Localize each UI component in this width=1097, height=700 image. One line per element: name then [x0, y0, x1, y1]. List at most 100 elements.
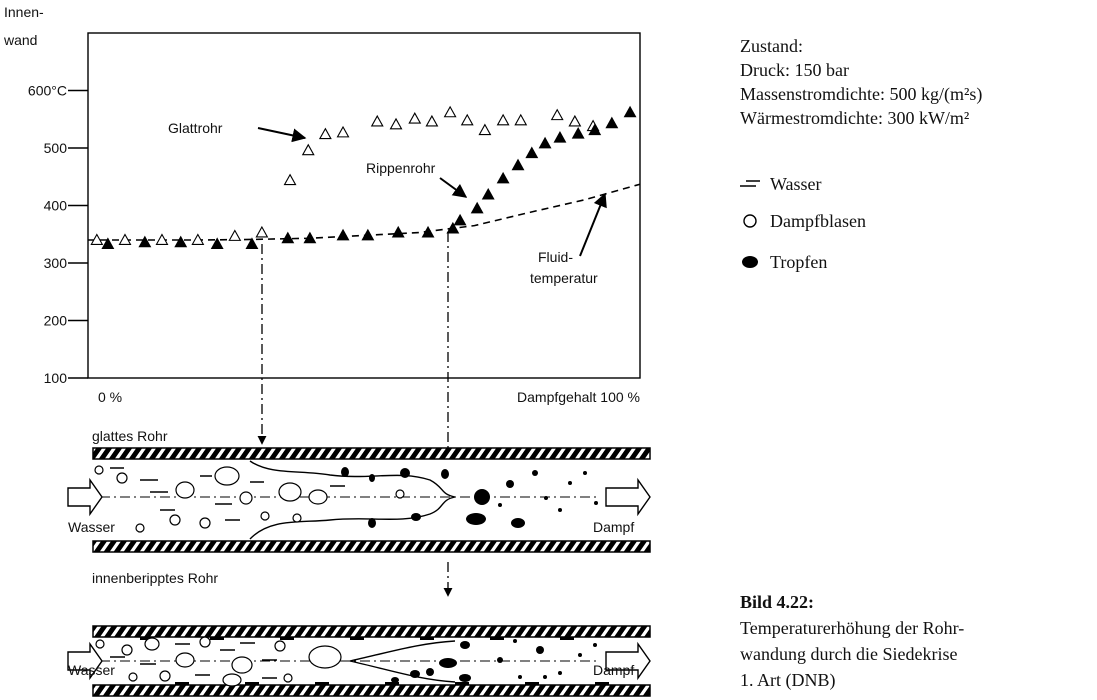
phase-boundary [249, 460, 456, 540]
open-triangle [191, 233, 205, 245]
filled-triangle [303, 231, 317, 244]
filled-triangle [588, 123, 602, 136]
tube-wall [92, 540, 651, 553]
caption-text: 1. Art (DNB) [740, 670, 836, 691]
open-triangle [425, 114, 439, 127]
open-triangle [336, 125, 350, 138]
filled-triangle [210, 237, 224, 249]
y-axis-label: Innen- [4, 4, 44, 20]
inlet-label: Wasser [68, 519, 115, 535]
water-dashes [110, 642, 277, 679]
annotation: temperatur [530, 270, 598, 286]
fluid-temperature-line [88, 183, 641, 241]
open-triangle [228, 229, 242, 241]
tube-label: innenberipptes Rohr [92, 570, 218, 586]
filled-triangle [496, 171, 510, 184]
ribs [140, 637, 609, 685]
legend-label: Dampfblasen [770, 211, 866, 231]
filled-triangle [525, 146, 539, 159]
tube-wall [92, 684, 651, 697]
filled-triangle [605, 116, 619, 129]
legend-label: Tropfen [770, 252, 827, 272]
x-tick-label: 0 % [98, 389, 122, 405]
legend-label: Wasser [770, 174, 822, 194]
y-tick-label: 600°C [28, 83, 67, 99]
filled-triangle [138, 235, 152, 248]
caption-label: Bild 4.22: [740, 592, 814, 612]
flow-arrow [67, 477, 103, 517]
filled-triangle [511, 158, 525, 171]
phase-boundary [349, 640, 456, 683]
droplets [341, 467, 598, 528]
open-triangle [408, 112, 422, 124]
annotation-arrow [579, 192, 607, 257]
open-triangle [568, 114, 582, 127]
annotation: Fluid- [538, 249, 573, 265]
caption-text: Temperaturerhöhung der Rohr- [740, 618, 964, 638]
filled-triangle [361, 228, 375, 241]
open-triangle [155, 233, 169, 245]
open-triangle [283, 173, 297, 186]
condition: Druck: 150 bar [740, 60, 849, 80]
inlet-label: Wasser [68, 662, 115, 678]
filled-triangle [538, 136, 552, 149]
flow-arrow [67, 641, 103, 681]
tube-wall [92, 447, 651, 460]
open-triangle [496, 113, 510, 126]
legend-icon [742, 256, 758, 268]
filled-triangle [553, 131, 567, 143]
filled-triangle [421, 225, 435, 238]
filled-triangle [470, 201, 484, 214]
open-triangle [370, 114, 384, 127]
condition: Massenstromdichte: 500 kg/(m²s) [740, 84, 982, 105]
tube-wall [92, 625, 651, 638]
caption-text: wandung durch die Siedekrise [740, 644, 957, 664]
y-axis-label: wand [3, 32, 37, 48]
annotation-arrow [257, 127, 307, 143]
y-tick-label: 400 [44, 198, 68, 214]
open-triangle [514, 113, 528, 126]
droplets [391, 639, 597, 683]
legend-icon [743, 214, 757, 228]
filled-triangle [336, 228, 350, 241]
open-triangle [318, 127, 332, 140]
flow-arrow [605, 477, 651, 517]
annotation: Glattrohr [168, 120, 223, 136]
outlet-label: Dampf [593, 519, 634, 535]
y-tick-label: 300 [44, 255, 68, 271]
water-dashes [110, 467, 345, 521]
open-triangle [478, 123, 492, 136]
bubbles [94, 465, 405, 533]
legend: Wasser Dampfblasen Tropfen [740, 174, 866, 272]
open-triangle [118, 233, 132, 245]
x-tick-label: Dampfgehalt 100 % [517, 389, 640, 405]
bubbles [95, 636, 342, 687]
filled-triangle [174, 235, 188, 248]
condition: Wärmestromdichte: 300 kW/m² [740, 108, 969, 128]
flow-arrow [605, 641, 651, 681]
outlet-label: Dampf [593, 662, 634, 678]
filled-triangle [101, 237, 115, 249]
filled-triangle [245, 237, 259, 249]
conditions-title: Zustand: [740, 36, 803, 56]
filled-triangle [281, 231, 295, 244]
open-triangle [255, 225, 269, 238]
open-triangle [443, 105, 457, 118]
open-triangle [389, 117, 403, 130]
annotation: Rippenrohr [366, 160, 436, 176]
filled-triangle [571, 126, 585, 139]
tube-label: glattes Rohr [92, 428, 168, 444]
filled-triangle [623, 105, 637, 118]
filled-triangle [481, 187, 495, 200]
y-tick-label: 100 [44, 370, 68, 386]
y-tick-label: 200 [44, 313, 68, 329]
filled-triangle [446, 221, 460, 234]
open-triangle [301, 143, 315, 156]
annotation-arrow [439, 177, 468, 198]
y-tick-label: 500 [44, 140, 68, 156]
open-triangle [550, 108, 564, 121]
filled-triangle [453, 213, 467, 226]
